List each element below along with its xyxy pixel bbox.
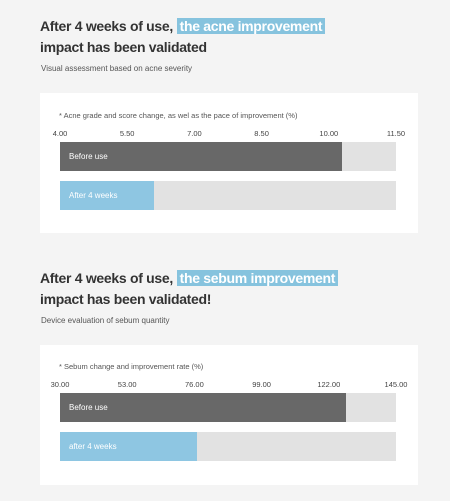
acne-subtitle: Visual assessment based on acne severity xyxy=(41,64,193,73)
sebum-heading-pre: After 4 weeks of use, xyxy=(40,270,173,286)
acne-heading-line1: After 4 weeks of use, the acne improveme… xyxy=(40,15,326,37)
acne-label-before: Before use xyxy=(69,152,108,161)
sebum-label-before: Before use xyxy=(69,403,108,412)
sebum-subtitle: Device evaluation of sebum quantity xyxy=(41,316,170,325)
acne-bar-before: Before use xyxy=(60,142,343,171)
sebum-heading-highlight: the sebum improvement xyxy=(176,270,339,286)
sebum-tick-row: 30.00 53.00 76.00 99.00 122.00 145.00 xyxy=(40,380,418,390)
sebum-bar-after: after 4 weeks xyxy=(60,432,198,461)
x-tick-label: 145.00 xyxy=(384,380,408,389)
acne-section: After 4 weeks of use, the acne improveme… xyxy=(0,0,450,245)
x-tick-label: 5.50 xyxy=(119,129,135,138)
x-tick-label: 11.50 xyxy=(386,129,406,138)
acne-chart-card: * Acne grade and score change, as wel as… xyxy=(40,93,418,233)
sebum-chart-card: * Sebum change and improvement rate (%) … xyxy=(40,345,418,485)
sebum-track-after: after 4 weeks xyxy=(60,432,396,461)
acne-label-after: After 4 weeks xyxy=(69,191,118,200)
acne-heading-highlight: the acne improvement xyxy=(176,18,326,34)
acne-heading-pre: After 4 weeks of use, xyxy=(40,18,173,34)
sebum-track-before: Before use xyxy=(60,393,396,422)
sebum-chart-note: * Sebum change and improvement rate (%) xyxy=(59,362,204,371)
acne-heading-line2: impact has been validated xyxy=(40,39,207,55)
acne-tick-row: 4.00 5.50 7.00 8.50 10.00 11.50 xyxy=(40,129,418,139)
sebum-heading-line1: After 4 weeks of use, the sebum improvem… xyxy=(40,267,339,289)
x-tick-label: 7.00 xyxy=(187,129,202,138)
x-tick-label: 76.00 xyxy=(185,380,204,389)
x-tick-label: 8.50 xyxy=(254,129,269,138)
acne-track-before: Before use xyxy=(60,142,396,171)
x-tick-label: 30.00 xyxy=(50,380,70,389)
sebum-bar-before: Before use xyxy=(60,393,347,422)
sebum-label-after: after 4 weeks xyxy=(69,442,117,451)
sebum-heading-line2: impact has been validated! xyxy=(40,291,212,307)
x-tick-label: 53.00 xyxy=(117,380,137,389)
x-tick-label: 99.00 xyxy=(252,380,271,389)
x-tick-label: 122.00 xyxy=(317,380,341,389)
acne-track-after: After 4 weeks xyxy=(60,181,396,210)
x-tick-label: 10.00 xyxy=(319,129,339,138)
acne-chart-note: * Acne grade and score change, as wel as… xyxy=(59,111,298,120)
x-tick-label: 4.00 xyxy=(52,129,68,138)
acne-bar-after: After 4 weeks xyxy=(60,181,155,210)
